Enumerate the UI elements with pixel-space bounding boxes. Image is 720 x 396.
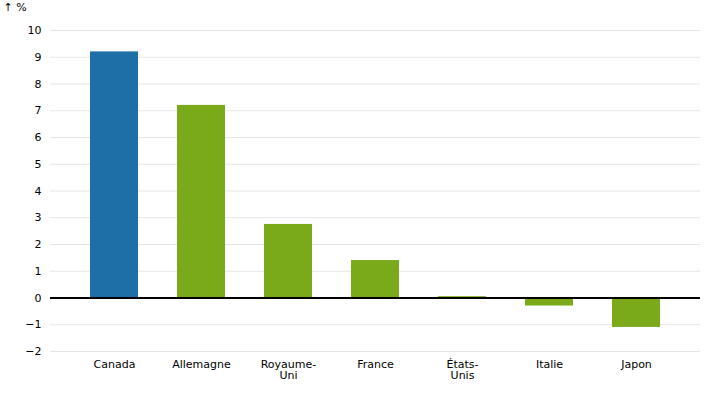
svg-text:6: 6 <box>35 131 42 144</box>
svg-text:8: 8 <box>35 78 42 91</box>
svg-text:Italie: Italie <box>536 358 563 371</box>
svg-text:1: 1 <box>35 265 42 278</box>
svg-text:Allemagne: Allemagne <box>172 358 231 371</box>
svg-text:10: 10 <box>28 24 42 37</box>
svg-text:9: 9 <box>35 51 42 64</box>
svg-text:Royaume-Uni: Royaume-Uni <box>261 358 317 382</box>
svg-text:Japon: Japon <box>620 358 652 371</box>
svg-text:↑ %: ↑ % <box>4 1 27 14</box>
svg-text:4: 4 <box>35 185 42 198</box>
svg-text:France: France <box>357 358 394 371</box>
svg-text:Canada: Canada <box>94 358 136 371</box>
svg-text:7: 7 <box>35 104 42 117</box>
svg-text:États-Unis: États-Unis <box>446 358 478 382</box>
svg-text:−2: −2 <box>25 345 41 358</box>
svg-text:0: 0 <box>35 292 42 305</box>
svg-text:3: 3 <box>35 211 42 224</box>
svg-text:2: 2 <box>35 238 42 251</box>
svg-text:5: 5 <box>35 158 42 171</box>
svg-text:−1: −1 <box>25 318 41 331</box>
